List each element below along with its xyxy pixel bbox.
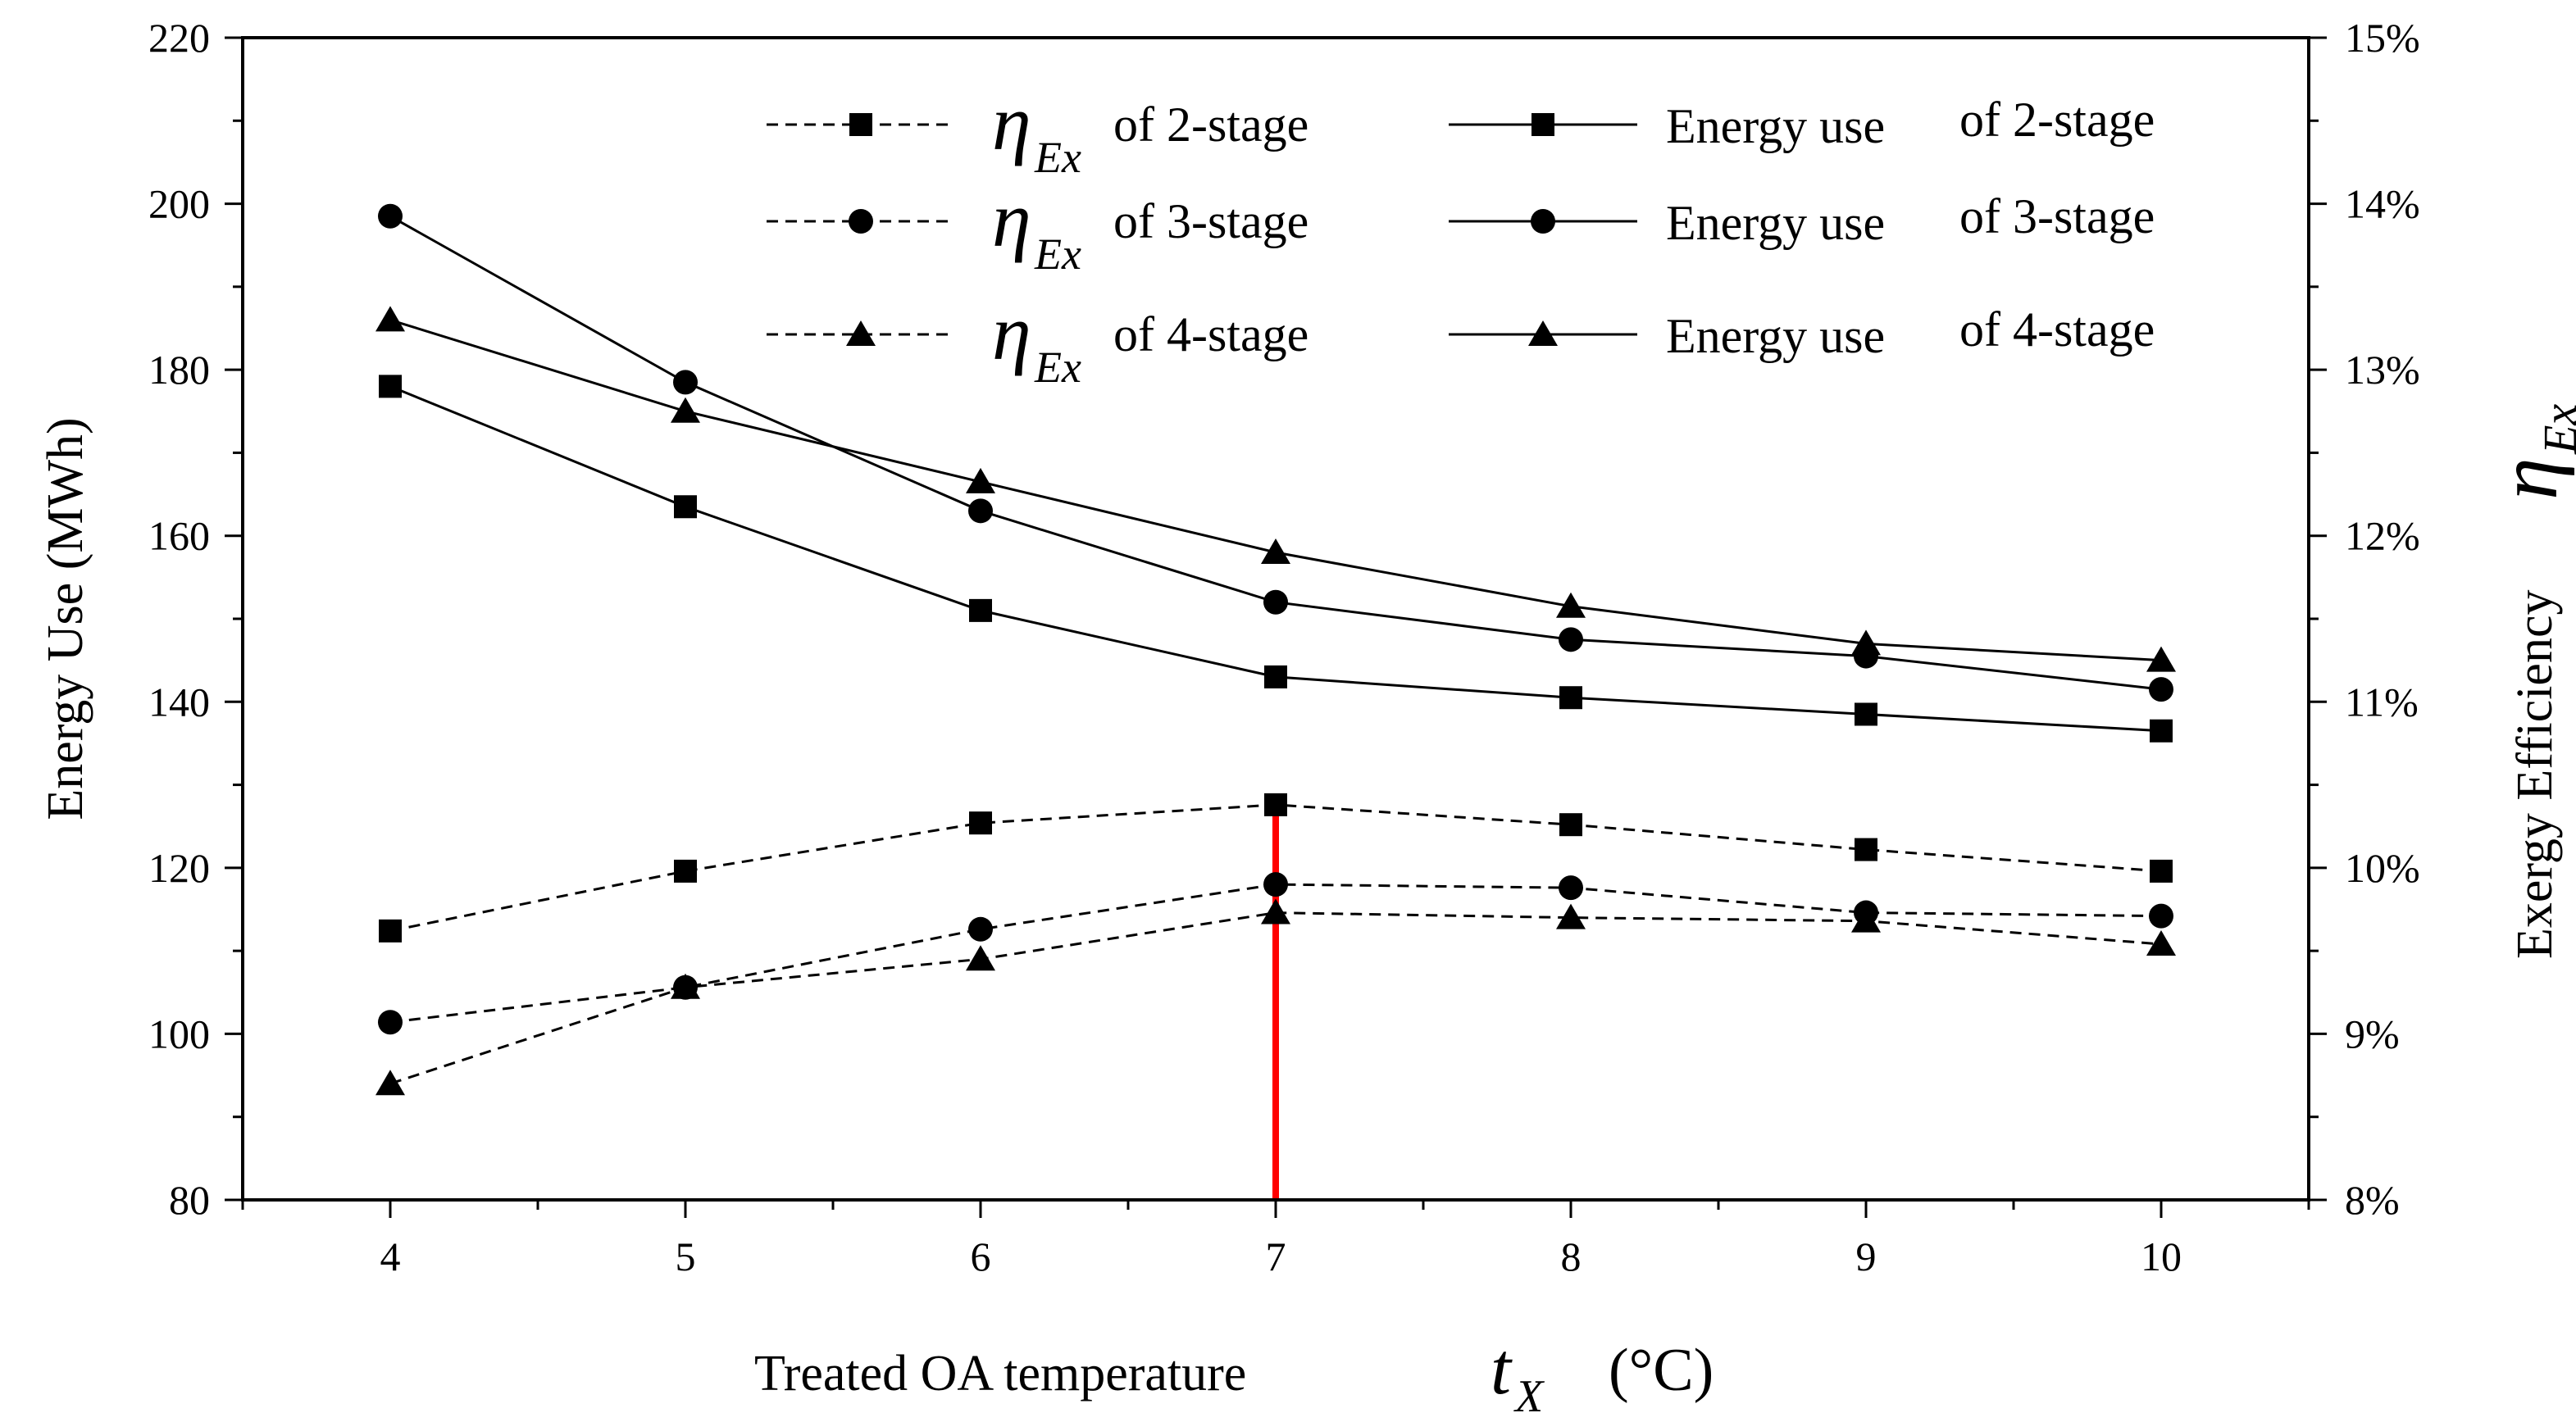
legend-marker: [849, 209, 873, 234]
data-point-s4-1: [379, 375, 402, 398]
data-point-s3-6: [1851, 906, 1881, 933]
legend-item-6: Energy use of 4-stage: [1449, 302, 2155, 363]
data-point-s6-6: [1851, 629, 1881, 656]
data-point-s5-4: [1263, 589, 1288, 615]
data-point-s6-2: [671, 397, 700, 423]
legend-marker: [846, 320, 876, 346]
y-right-tick-label: 12%: [2345, 513, 2420, 559]
legend-marker: [1528, 320, 1558, 346]
legend-label: of 4-stage: [1113, 307, 1308, 361]
y-right-tick-label: 13%: [2345, 347, 2420, 393]
y-left-tick-label: 180: [148, 347, 210, 393]
data-point-s1-2: [674, 859, 697, 883]
data-point-s2-7: [2149, 903, 2173, 929]
data-point-s4-6: [1855, 702, 1877, 726]
y-right-tick-label: 10%: [2345, 845, 2420, 891]
x-axis-title: Treated OA temperature: [754, 1346, 1246, 1402]
data-point-s3-5: [1556, 903, 1586, 929]
data-point-s2-1: [378, 1010, 403, 1035]
legend-marker: [849, 113, 872, 136]
y-left-axis-title: Energy Use (MWh): [38, 417, 93, 820]
legend-eta-subscript: Ex: [1034, 343, 1081, 392]
legend-label: of 3-stage: [1113, 194, 1308, 248]
data-point-s5-7: [2149, 677, 2173, 702]
x-axis-variable: t: [1491, 1329, 1513, 1410]
legend-item-4: Energy use of 2-stage: [1449, 93, 2155, 153]
x-tick-label: 5: [676, 1233, 696, 1279]
legend-eta-symbol: η: [992, 175, 1031, 263]
x-axis-unit: (°C): [1609, 1337, 1714, 1404]
y-right-axis-title-text: Exergy Efficiency: [2507, 590, 2563, 959]
x-tick-label: 8: [1561, 1233, 1582, 1279]
data-point-s5-1: [378, 203, 403, 229]
data-point-s6-1: [375, 306, 405, 332]
data-point-s3-2: [671, 973, 700, 999]
y-right-axis-title: Exergy Efficiency ηEx: [2481, 404, 2576, 959]
legend-marker: [1531, 209, 1555, 234]
data-point-s2-3: [968, 916, 993, 942]
data-point-s2-5: [1559, 875, 1583, 901]
data-point-s5-2: [673, 370, 698, 395]
legend-marker: [1531, 113, 1554, 136]
x-tick-label: 4: [380, 1233, 401, 1279]
x-tick-label: 6: [971, 1233, 991, 1279]
y-left-tick-label: 100: [148, 1011, 210, 1056]
data-point-s4-2: [674, 495, 697, 519]
y-right-tick-label: 14%: [2345, 181, 2420, 227]
y-left-tick-label: 140: [148, 679, 210, 725]
legend-label: of 2-stage: [1113, 98, 1308, 152]
legend-item-3: η Ex of 4-stage: [767, 288, 1308, 392]
data-point-s4-7: [2150, 719, 2173, 743]
x-tick-label: 7: [1266, 1233, 1286, 1279]
y-left-tick-label: 200: [148, 181, 210, 227]
x-tick-label: 10: [2141, 1233, 2182, 1279]
data-point-s1-6: [1855, 838, 1877, 861]
y-right-tick-label: 9%: [2345, 1011, 2400, 1056]
data-point-s6-3: [966, 467, 995, 493]
data-point-s6-5: [1556, 592, 1586, 618]
data-point-s3-7: [2146, 930, 2176, 956]
legend-item-5: Energy use of 3-stage: [1449, 189, 2155, 250]
x-tick-label: 9: [1856, 1233, 1877, 1279]
legend-item-2: η Ex of 3-stage: [767, 175, 1308, 279]
legend-eta-subscript: Ex: [1034, 229, 1081, 279]
data-point-s1-1: [379, 919, 402, 943]
data-point-s5-5: [1559, 627, 1583, 652]
data-point-s3-4: [1261, 898, 1290, 925]
legend-item-1: η Ex of 2-stage: [767, 79, 1308, 182]
legend-label: of 3-stage: [1959, 189, 2155, 243]
data-point-s3-3: [966, 945, 995, 971]
x-axis-variable-subscript: X: [1513, 1371, 1545, 1422]
data-point-s1-3: [969, 811, 992, 835]
data-point-s1-4: [1264, 793, 1287, 816]
y-right-tick-label: 11%: [2345, 679, 2419, 725]
y-right-tick-label: 15%: [2345, 15, 2420, 61]
data-point-s5-3: [968, 498, 993, 524]
y-right-axis-variable-subscript: Ex: [2533, 404, 2576, 455]
y-right-tick-label: 8%: [2345, 1177, 2400, 1223]
data-point-s3-1: [375, 1070, 405, 1096]
legend-label-prefix: Energy use: [1666, 309, 1885, 363]
data-point-s4-4: [1264, 665, 1287, 688]
legend-label: of 2-stage: [1959, 93, 2155, 147]
y-left-tick-label: 160: [148, 513, 210, 559]
legend-label: of 4-stage: [1959, 302, 2155, 357]
data-point-s1-7: [2150, 859, 2173, 883]
data-point-s4-5: [1559, 686, 1582, 710]
data-point-s2-4: [1263, 872, 1288, 897]
y-left-tick-label: 220: [148, 15, 210, 61]
legend-label-prefix: Energy use: [1666, 196, 1885, 250]
legend-label-prefix: Energy use: [1666, 99, 1885, 153]
data-point-s1-5: [1559, 813, 1582, 837]
legend-eta-subscript: Ex: [1034, 133, 1081, 182]
legend-eta-symbol: η: [992, 79, 1031, 166]
legend-eta-symbol: η: [992, 288, 1031, 376]
y-left-tick-label: 120: [148, 845, 210, 891]
y-left-tick-label: 80: [169, 1177, 210, 1223]
data-point-s4-3: [969, 598, 992, 622]
data-point-s6-7: [2146, 646, 2176, 672]
y-right-axis-variable: η: [2481, 457, 2575, 500]
data-point-s6-4: [1261, 538, 1290, 564]
